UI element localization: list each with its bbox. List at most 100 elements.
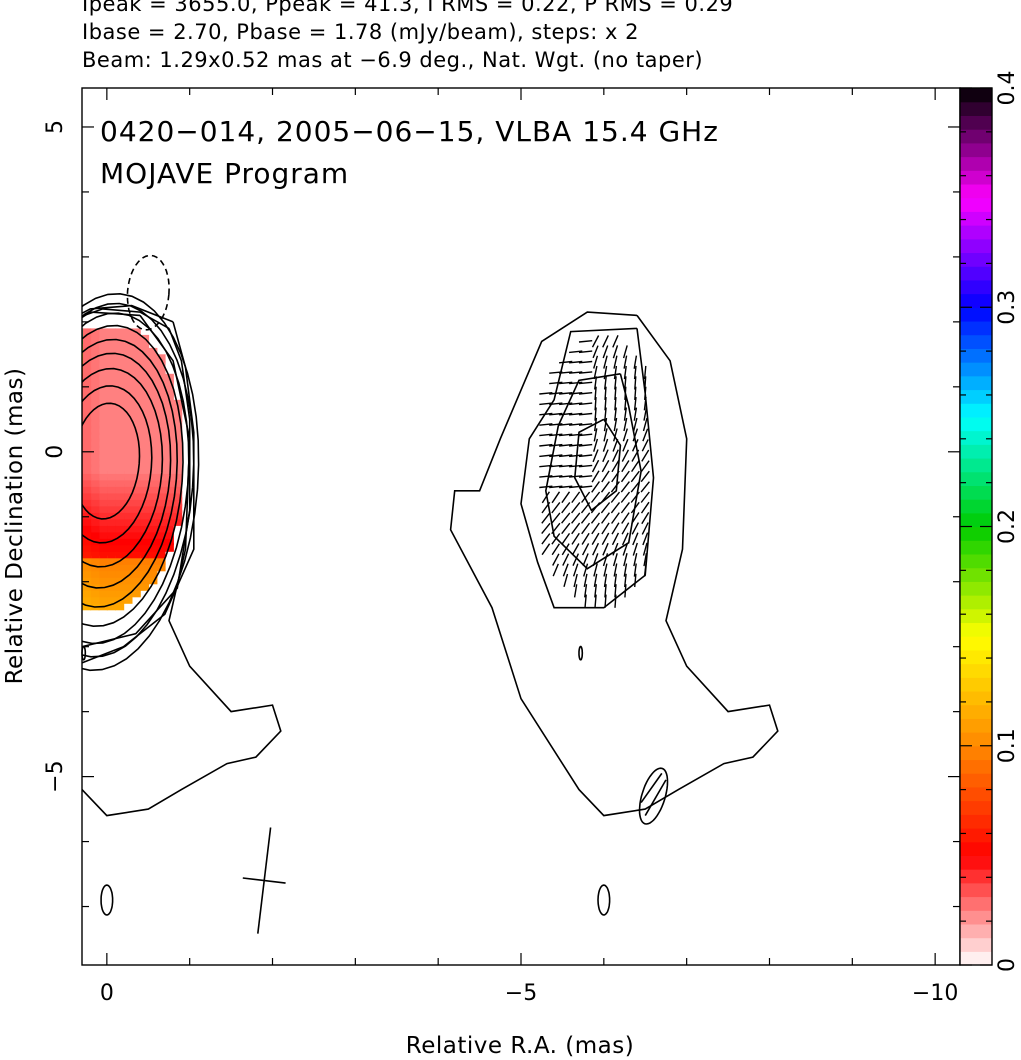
frac-pol-pixel bbox=[115, 529, 125, 539]
colorbar-tick-label: 0.3 bbox=[995, 290, 1020, 325]
frac-pol-pixel bbox=[140, 354, 150, 364]
frac-pol-pixel bbox=[123, 328, 133, 338]
frac-pol-pixel bbox=[106, 484, 116, 494]
evpa-vector bbox=[601, 522, 610, 535]
evpa-vector bbox=[612, 345, 619, 359]
frac-pol-pixel bbox=[57, 341, 66, 350]
frac-pol-pixel bbox=[106, 497, 116, 507]
frac-pol-pixel bbox=[41, 419, 50, 428]
frac-pol-pixel bbox=[32, 458, 41, 467]
frac-pol-pixel bbox=[123, 484, 133, 494]
frac-pol-pixel bbox=[173, 497, 183, 507]
frac-pol-pixel bbox=[41, 549, 50, 558]
frac-pol-pixel bbox=[148, 516, 158, 526]
frac-pol-pixel bbox=[57, 478, 66, 487]
frac-pol-pixel bbox=[98, 373, 108, 383]
evpa-vector bbox=[572, 563, 579, 577]
frac-pol-pixel bbox=[115, 464, 125, 474]
stokes-i-outer-contour bbox=[82, 304, 195, 664]
frac-pol-pixel bbox=[164, 510, 174, 520]
frac-pol-pixel bbox=[41, 361, 50, 370]
evpa-vector bbox=[622, 428, 628, 442]
frac-pol-pixel bbox=[156, 490, 166, 500]
frac-pol-pixel bbox=[115, 425, 125, 435]
frac-pol-pixel bbox=[106, 510, 116, 520]
frac-pol-pixel bbox=[90, 529, 100, 539]
frac-pol-pixel bbox=[65, 400, 74, 409]
frac-pol-pixel bbox=[164, 399, 174, 409]
evpa-vector bbox=[633, 417, 638, 432]
frac-pol-pixel bbox=[82, 328, 92, 338]
evpa-vector bbox=[591, 481, 600, 493]
frac-pol-pixel bbox=[82, 490, 92, 500]
evpa-vector bbox=[569, 381, 583, 385]
frac-pol-pixel bbox=[32, 387, 41, 396]
frac-pol-pixel bbox=[90, 438, 100, 448]
evpa-vector bbox=[578, 412, 593, 416]
frac-pol-pixel bbox=[82, 451, 92, 461]
evpa-vector bbox=[641, 449, 650, 462]
evpa-vector bbox=[549, 371, 563, 374]
frac-pol-pixel bbox=[164, 536, 174, 546]
frac-pol-pixel bbox=[90, 347, 100, 357]
frac-pol-pixel bbox=[90, 542, 100, 552]
evpa-vector bbox=[643, 563, 647, 577]
frac-pol-pixel bbox=[90, 568, 100, 578]
frac-pol-pixel bbox=[65, 413, 74, 422]
frac-pol-pixel bbox=[106, 562, 116, 572]
colorbar-step bbox=[960, 567, 992, 582]
evpa-vector bbox=[613, 355, 618, 369]
frac-pol-pixel bbox=[123, 341, 133, 351]
evpa-vector bbox=[624, 573, 627, 588]
evpa-vector bbox=[630, 470, 640, 483]
frac-pol-pixel bbox=[131, 568, 141, 578]
evpa-vector bbox=[551, 501, 561, 514]
evpa-vector bbox=[634, 573, 637, 588]
evpa-vector bbox=[541, 501, 551, 514]
evpa-vector bbox=[594, 397, 597, 411]
frac-pol-pixel bbox=[90, 432, 100, 442]
stokes-i-contour bbox=[82, 385, 153, 544]
x-tick-label: 0 bbox=[100, 981, 114, 1006]
frac-pol-pixel bbox=[156, 523, 166, 533]
colorbar-step bbox=[960, 677, 992, 692]
frac-pol-pixel bbox=[140, 484, 150, 494]
frac-pol-pixel bbox=[140, 432, 150, 442]
evpa-vector bbox=[642, 428, 649, 442]
evpa-vector bbox=[594, 386, 597, 400]
colorbar-step bbox=[960, 362, 992, 377]
frac-pol-pixel bbox=[57, 471, 66, 480]
frac-pol-pixel bbox=[123, 438, 133, 448]
stokes-i-outer-contour bbox=[82, 311, 282, 817]
evpa-vector bbox=[613, 417, 618, 432]
frac-pol-pixel bbox=[49, 562, 58, 571]
frac-pol-pixel bbox=[106, 367, 116, 377]
evpa-vector bbox=[541, 491, 550, 504]
frac-pol-pixel bbox=[98, 471, 108, 481]
evpa-vector bbox=[561, 532, 571, 545]
frac-pol-pixel bbox=[123, 399, 133, 409]
frac-pol-pixel bbox=[156, 503, 166, 513]
frac-pol-pixel bbox=[123, 393, 133, 403]
frac-pol-pixel bbox=[123, 471, 133, 481]
frac-pol-pixel bbox=[82, 393, 92, 403]
y-axis-label: Relative Declination (mas) bbox=[2, 368, 28, 685]
frac-pol-pixel bbox=[131, 575, 141, 585]
evpa-vector bbox=[541, 512, 551, 524]
evpa-vector bbox=[603, 417, 608, 432]
frac-pol-pixel bbox=[82, 562, 92, 572]
evpa-vector bbox=[539, 392, 553, 395]
frac-pol-pixel bbox=[140, 555, 150, 565]
frac-pol-pixel bbox=[90, 464, 100, 474]
frac-pol-pixel bbox=[49, 432, 58, 441]
evpa-vector bbox=[569, 433, 583, 437]
frac-pol-pixel bbox=[98, 347, 108, 357]
frac-pol-pixel bbox=[115, 419, 125, 429]
frac-pol-pixel bbox=[82, 341, 92, 351]
evpa-vector bbox=[604, 386, 607, 400]
frac-pol-pixel bbox=[140, 399, 150, 409]
frac-pol-pixel bbox=[148, 542, 158, 552]
frac-pol-pixel bbox=[98, 458, 108, 468]
frac-pol-pixel bbox=[123, 594, 133, 604]
evpa-vector bbox=[613, 573, 617, 588]
